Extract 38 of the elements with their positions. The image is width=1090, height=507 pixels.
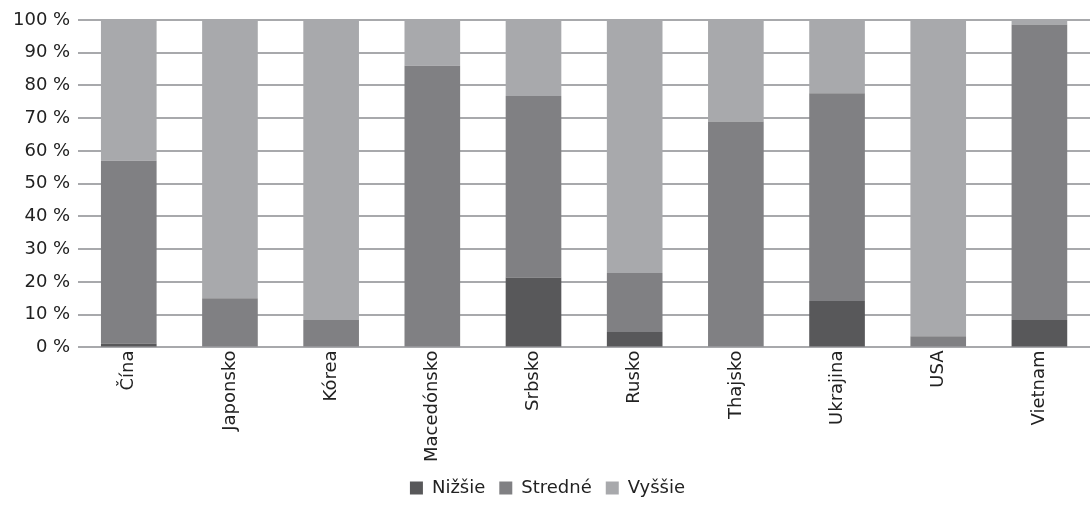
bar (606, 273, 663, 333)
bar (1011, 319, 1068, 347)
y-tick-label: 20 % (24, 269, 71, 291)
x-tick-label: Macedónsko (419, 350, 441, 463)
bar (809, 93, 865, 301)
bar (202, 298, 258, 347)
x-tick-label: Thajsko (723, 350, 745, 421)
x-tick-label: Rusko (622, 350, 644, 404)
y-tick-label: 60 % (24, 138, 71, 160)
bar (505, 277, 562, 347)
x-tick-label: Čína (116, 350, 138, 391)
y-tick-label: 0 % (35, 335, 71, 357)
bar (809, 300, 865, 347)
legend-label: Stredné (521, 475, 592, 497)
x-tick-label: Kórea (318, 350, 340, 402)
bar (708, 121, 764, 347)
bar (910, 336, 967, 347)
y-tick-label: 90 % (24, 40, 71, 62)
x-tick-label: Japonsko (217, 350, 239, 432)
y-tick-label: 50 % (24, 171, 71, 193)
y-tick-label: 40 % (24, 204, 71, 226)
bar (100, 160, 157, 344)
x-tick-label: Ukrajina (824, 350, 846, 425)
y-tick-label: 80 % (24, 73, 71, 95)
y-tick-label: 100 % (12, 7, 71, 29)
y-tick-label: 10 % (24, 302, 71, 324)
x-tick-label: Vietnam (1027, 350, 1049, 426)
legend-label: Vyššie (627, 475, 686, 497)
bar (1011, 24, 1068, 320)
bar (404, 65, 461, 347)
y-tick-label: 30 % (24, 236, 71, 258)
legend-label: Nižšie (431, 475, 486, 497)
x-tick-label: USA (925, 349, 947, 388)
bar (606, 332, 663, 347)
x-tick-label: Srbsko (521, 350, 543, 411)
bar (505, 95, 562, 278)
y-tick-label: 70 % (24, 105, 71, 127)
bar (303, 319, 359, 347)
